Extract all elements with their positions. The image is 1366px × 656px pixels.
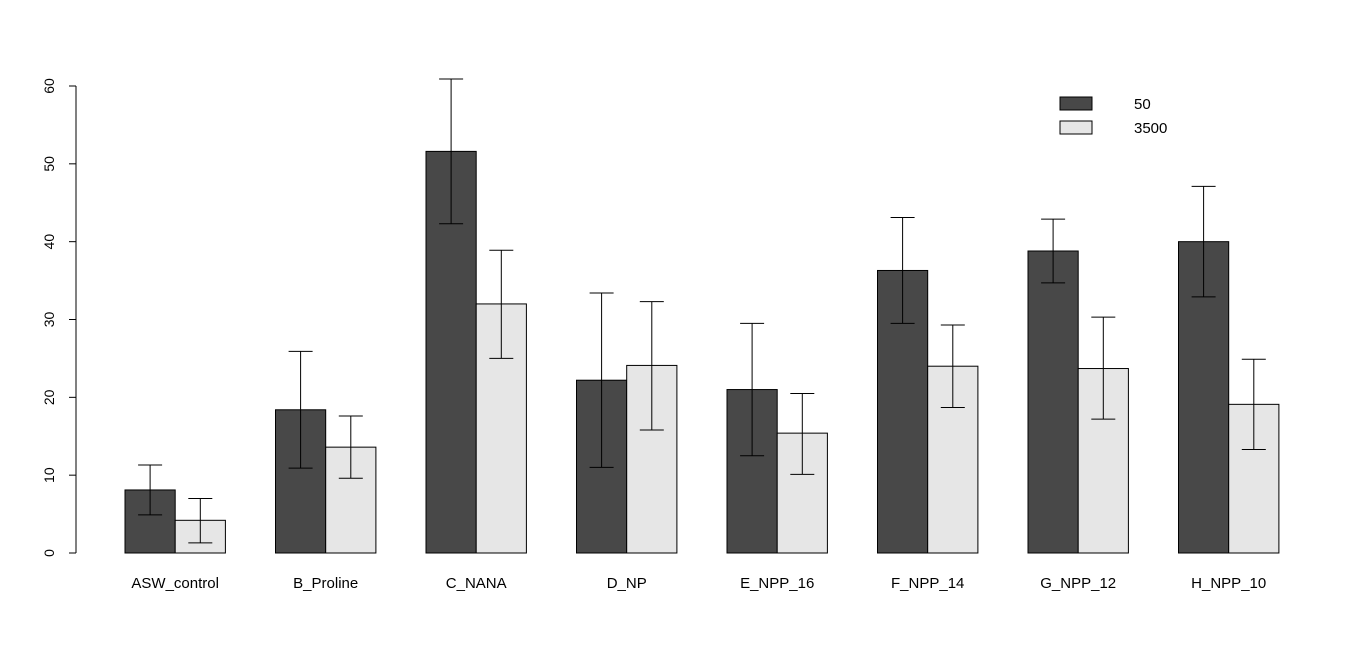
legend: 50 3500 (1059, 96, 1167, 137)
legend-label: 3500 (1134, 120, 1167, 137)
category-label: ASW_control (131, 575, 219, 592)
y-tick-label: 30 (41, 312, 57, 328)
y-tick-label: 20 (41, 389, 57, 405)
bar (1027, 250, 1079, 554)
error-bars (138, 78, 1266, 544)
category-label: D_NP (607, 575, 647, 592)
legend-label: 50 (1134, 96, 1151, 113)
y-tick-label: 10 (41, 467, 57, 483)
bar (325, 446, 377, 554)
category-label: E_NPP_16 (740, 575, 814, 592)
y-tick-label: 40 (41, 234, 57, 250)
category-label: F_NPP_14 (891, 575, 964, 592)
bars (124, 150, 1280, 554)
y-axis: 0 10 20 30 40 50 60 (41, 78, 77, 557)
y-tick-label: 50 (41, 156, 57, 172)
y-tick-label: 0 (41, 549, 57, 557)
legend-swatch (1059, 96, 1093, 111)
category-label: G_NPP_12 (1040, 575, 1116, 592)
category-label: B_Proline (293, 575, 358, 592)
y-tick-label: 60 (41, 78, 57, 94)
category-label: H_NPP_10 (1191, 575, 1266, 592)
legend-swatch (1059, 120, 1093, 135)
category-label: C_NANA (446, 575, 507, 592)
category-labels: ASW_control B_Proline C_NANA D_NP E_NPP_16 F_… (131, 575, 1266, 592)
